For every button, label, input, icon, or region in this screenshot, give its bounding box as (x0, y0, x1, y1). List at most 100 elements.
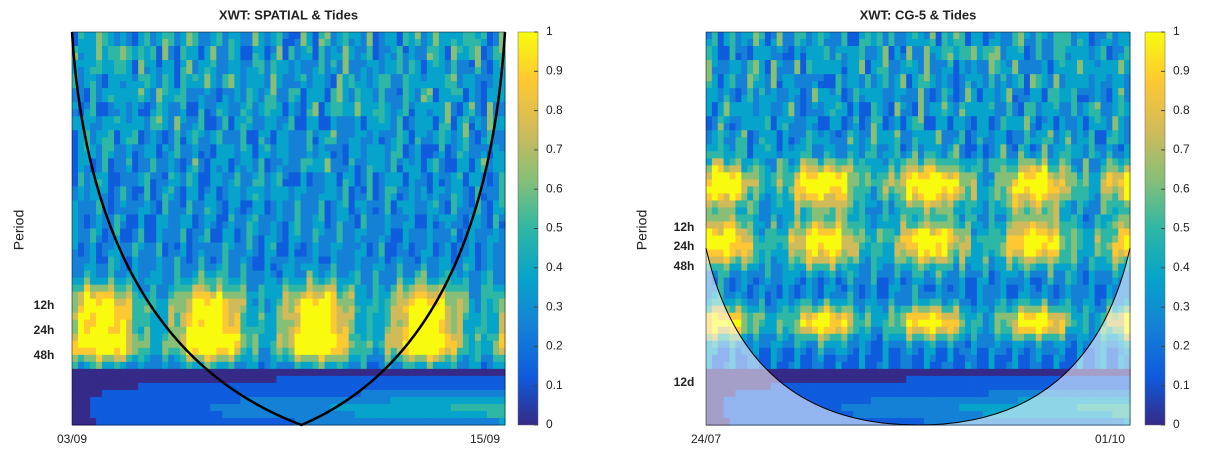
heatmap-cell (84, 243, 91, 251)
heatmap-cell (427, 123, 434, 131)
heatmap-cell (84, 313, 91, 321)
heatmap-cell (102, 74, 109, 82)
heatmap-cell (385, 137, 392, 145)
heatmap-cell (783, 200, 789, 208)
heatmap-cell (126, 144, 133, 152)
heatmap-cell (783, 292, 789, 300)
heatmap-cell (712, 60, 718, 68)
heatmap-cell (439, 193, 446, 201)
heatmap-cell (343, 130, 350, 138)
heatmap-cell (373, 348, 380, 356)
heatmap-cell (730, 102, 736, 110)
heatmap-cell (246, 257, 253, 265)
heatmap-cell (800, 123, 806, 131)
heatmap-cell (240, 383, 247, 391)
heatmap-cell (433, 179, 440, 187)
heatmap-cell (156, 369, 163, 377)
heatmap-cell (138, 60, 145, 68)
y-axis-label: Period (11, 210, 27, 250)
heatmap-cell (475, 236, 482, 244)
heatmap-cell (385, 404, 392, 412)
heatmap-cell (150, 334, 157, 342)
heatmap-cell (102, 257, 109, 265)
heatmap-cell (240, 285, 247, 293)
heatmap-cell (198, 88, 205, 96)
heatmap-cell (270, 102, 277, 110)
heatmap-cell (469, 130, 476, 138)
heatmap-cell (349, 327, 356, 335)
heatmap-cell (180, 81, 187, 89)
heatmap-cell (270, 243, 277, 251)
heatmap-cell (240, 292, 247, 300)
heatmap-cell (246, 207, 253, 215)
heatmap-cell (246, 74, 253, 82)
heatmap-cell (192, 193, 199, 201)
heatmap-cell (307, 383, 314, 391)
heatmap-cell (174, 264, 181, 272)
heatmap-cell (385, 397, 392, 405)
heatmap-cell (276, 299, 283, 307)
heatmap-cell (246, 158, 253, 166)
heatmap-cell (313, 116, 320, 124)
heatmap-cell (724, 250, 730, 258)
heatmap-cell (457, 299, 464, 307)
heatmap-cell (252, 32, 259, 40)
heatmap-cell (319, 383, 326, 391)
heatmap-cell (427, 102, 434, 110)
heatmap-cell (90, 299, 97, 307)
heatmap-cell (385, 186, 392, 194)
heatmap-cell (96, 355, 103, 363)
heatmap-cell (759, 186, 765, 194)
heatmap-cell (150, 418, 157, 426)
heatmap-cell (192, 278, 199, 286)
heatmap-cell (343, 60, 350, 68)
heatmap-cell (403, 193, 410, 201)
heatmap-cell (433, 285, 440, 293)
heatmap-cell (493, 151, 500, 159)
heatmap-cell (204, 81, 211, 89)
heatmap-cell (216, 53, 223, 61)
heatmap-cell (120, 306, 127, 314)
heatmap-cell (72, 411, 79, 419)
heatmap-cell (403, 404, 410, 412)
heatmap-cell (487, 320, 494, 328)
heatmap-cell (168, 348, 175, 356)
heatmap-cell (361, 46, 368, 54)
heatmap-cell (409, 200, 416, 208)
heatmap-cell (84, 46, 91, 54)
heatmap-cell (102, 123, 109, 131)
heatmap-cell (102, 271, 109, 279)
heatmap-cell (409, 165, 416, 173)
heatmap-cell (343, 116, 350, 124)
heatmap-cell (282, 172, 289, 180)
heatmap-cell (783, 327, 789, 335)
heatmap-cell (759, 264, 765, 272)
heatmap-cell (72, 257, 79, 265)
heatmap-cell (234, 179, 241, 187)
heatmap-cell (391, 390, 398, 398)
heatmap-cell (258, 334, 265, 342)
heatmap-cell (777, 130, 783, 138)
heatmap-cell (313, 320, 320, 328)
heatmap-cell (433, 165, 440, 173)
heatmap-cell (258, 411, 265, 419)
heatmap-cell (108, 81, 115, 89)
heatmap-cell (385, 285, 392, 293)
heatmap-cell (718, 53, 724, 61)
heatmap-cell (337, 355, 344, 363)
heatmap-cell (144, 313, 151, 321)
heatmap-cell (451, 383, 458, 391)
heatmap-cell (712, 116, 718, 124)
heatmap-cell (78, 46, 85, 54)
heatmap-cell (258, 278, 265, 286)
heatmap-cell (295, 53, 302, 61)
heatmap-cell (421, 229, 428, 237)
heatmap-cell (234, 102, 241, 110)
heatmap-cell (765, 60, 771, 68)
heatmap-cell (228, 207, 235, 215)
heatmap-cell (246, 285, 253, 293)
heatmap-cell (493, 390, 500, 398)
heatmap-cell (319, 207, 326, 215)
heatmap-cell (96, 109, 103, 117)
heatmap-cell (138, 165, 145, 173)
